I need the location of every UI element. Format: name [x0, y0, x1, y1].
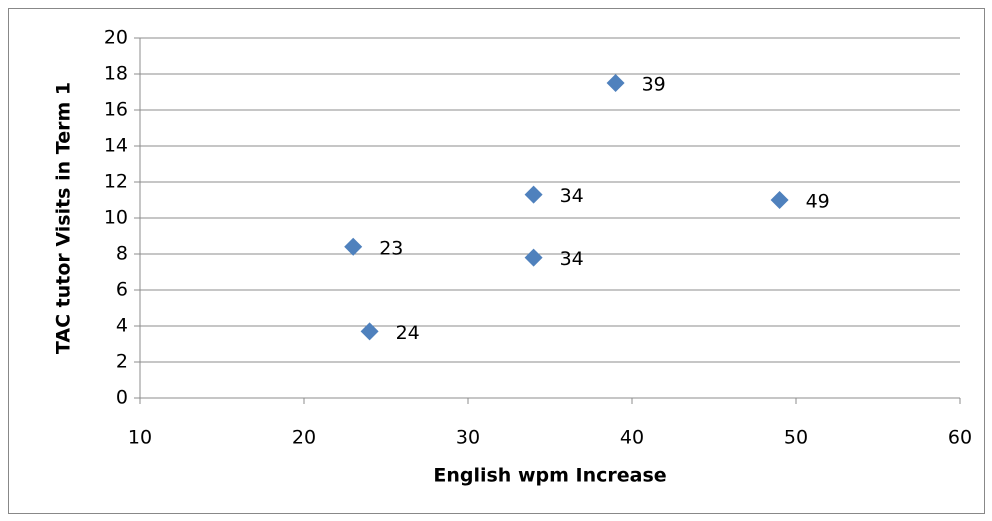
point [524, 185, 543, 204]
point [524, 248, 543, 267]
x-tick-label: 60 [948, 427, 972, 449]
y-tick-label: 6 [116, 279, 128, 301]
point [770, 191, 789, 209]
y-axis-title: TAC tutor Visits in Term 1 [53, 82, 75, 354]
y-tick-label: 16 [104, 99, 128, 121]
x-axis-title: English wpm Increase [433, 465, 666, 487]
data-label: 23 [379, 237, 403, 259]
point [606, 74, 625, 92]
data-label: 34 [560, 185, 584, 207]
chart-frame [8, 8, 985, 514]
y-tick-label: 0 [116, 387, 128, 409]
x-tick-label: 40 [620, 427, 644, 449]
y-tick-label: 4 [116, 315, 128, 337]
data-label: 49 [806, 191, 830, 213]
y-tick-label: 2 [116, 351, 128, 373]
x-tick-label: 30 [456, 427, 480, 449]
y-tick-label: 14 [104, 135, 128, 157]
point [344, 237, 363, 256]
data-label: 24 [396, 322, 420, 344]
y-tick-label: 20 [104, 27, 128, 49]
y-tick-label: 8 [116, 243, 128, 265]
x-tick-label: 20 [292, 427, 316, 449]
y-tick-label: 12 [104, 171, 128, 193]
y-tick-label: 10 [104, 207, 128, 229]
data-label: 39 [642, 74, 666, 96]
x-tick-label: 50 [784, 427, 808, 449]
data-label: 34 [560, 248, 584, 270]
y-tick-label: 18 [104, 63, 128, 85]
x-tick-label: 10 [128, 427, 152, 449]
point [360, 322, 379, 341]
